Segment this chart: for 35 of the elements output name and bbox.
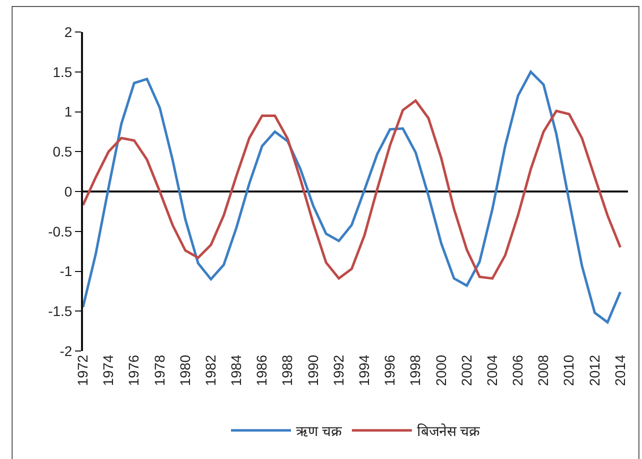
x-tick-label: 1996 [382, 354, 398, 386]
x-tick-label: 2000 [432, 354, 449, 386]
x-tick-label: 1976 [126, 354, 142, 386]
y-tick-label: 0.5 [52, 144, 72, 160]
line-series [83, 70, 622, 324]
x-tick-label: 1994 [356, 354, 372, 386]
y-tick-label: -1.5 [48, 303, 72, 320]
y-tick-label: -2 [60, 342, 72, 359]
legend-label: ऋण चक्र [296, 422, 342, 439]
x-tick-label: 1990 [304, 354, 321, 386]
x-tick-label: 1974 [100, 354, 116, 386]
line-series [83, 99, 622, 280]
x-tick-label: 2010 [560, 354, 577, 386]
y-tick-label: -0.5 [48, 223, 72, 240]
x-tick-label: 2014 [612, 354, 628, 386]
x-tick-label: 2002 [458, 354, 474, 386]
x-tick-label: 1986 [254, 354, 270, 386]
x-tick-label: 2012 [586, 354, 602, 386]
y-tick-label: 2 [64, 24, 72, 40]
x-tick-label: 1992 [330, 354, 346, 386]
y-tick-label: 0 [64, 183, 72, 200]
y-tick-label: 1 [64, 104, 72, 120]
legend-label: बिजनेस चक्र [416, 422, 480, 439]
y-tick-label: 1.5 [52, 64, 72, 80]
x-tick-label: 1988 [279, 354, 296, 386]
x-tick-label: 1998 [407, 354, 424, 386]
x-tick-label: 2004 [484, 354, 500, 386]
x-tick-label: 1972 [74, 354, 91, 386]
x-tick-label: 1978 [151, 354, 168, 386]
x-tick-label: 1984 [228, 354, 244, 386]
x-tick-label: 1982 [202, 354, 218, 386]
x-tick-label: 1980 [176, 354, 193, 386]
x-tick-label: 2006 [510, 354, 526, 386]
y-tick-label: -1 [60, 263, 72, 280]
x-tick-label: 2008 [535, 354, 552, 386]
